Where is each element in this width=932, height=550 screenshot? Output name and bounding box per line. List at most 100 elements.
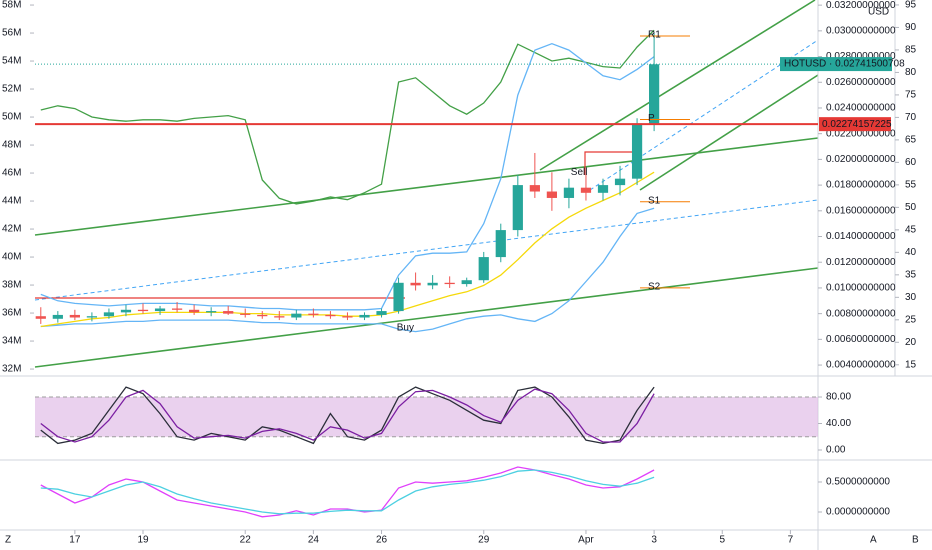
candle-body: [529, 185, 540, 192]
candle-body: [325, 314, 336, 317]
tick-label: 36M: [2, 308, 21, 319]
tick-label: 90: [905, 22, 917, 33]
trendline: [639, 74, 819, 191]
tick-label: 0.5000000000: [826, 477, 890, 488]
tick-label: 0.01200000000: [826, 257, 896, 268]
tick-label: 0.03200000000: [826, 0, 896, 11]
candle-body: [120, 309, 132, 313]
candle-body: [376, 311, 387, 315]
candle-body: [410, 282, 421, 286]
series-line: [40, 388, 655, 443]
currency: USD: [868, 7, 889, 18]
tick-label: 0.01600000000: [826, 205, 896, 216]
tick-label: 0.00800000000: [826, 308, 896, 319]
x-tick-label: 24: [308, 535, 320, 546]
tick-label: 65: [905, 135, 917, 146]
tick-label: 34M: [2, 336, 21, 347]
candle-body: [137, 309, 149, 312]
tick-label: 35: [905, 269, 917, 280]
pivot-label: P: [648, 113, 655, 124]
tick-label: 45: [905, 224, 917, 235]
pivot-label: S1: [648, 195, 661, 206]
candle-body: [444, 282, 455, 285]
candle-body: [103, 312, 115, 317]
x-tick-label: 7: [788, 535, 794, 546]
last-price-label: HOTUSD · 0.02741500708: [784, 59, 905, 70]
candle-body: [291, 313, 302, 318]
tick-label: 75: [905, 90, 917, 101]
series-line: [40, 469, 655, 515]
candle-body: [597, 185, 609, 193]
tick-label: 44M: [2, 196, 21, 207]
tick-label: 0.01000000000: [826, 283, 896, 294]
candle-body: [393, 282, 404, 312]
x-tick-label: 3: [651, 535, 657, 546]
tick-label: 30: [905, 292, 917, 303]
pivot-label: R1: [648, 30, 661, 41]
tick-label: 0.01800000000: [826, 180, 896, 191]
tick-label: 48M: [2, 140, 21, 151]
toolbar-button[interactable]: A: [870, 535, 877, 546]
candle-body: [240, 313, 251, 315]
tick-label: 58M: [2, 0, 21, 11]
candle-body: [342, 316, 353, 318]
signal-label: Sell: [571, 167, 588, 178]
tick-label: 55: [905, 180, 917, 191]
tick-label: 0.00600000000: [826, 334, 896, 345]
candle-body: [631, 123, 643, 179]
tick-label: 56M: [2, 28, 21, 39]
series-line: [40, 386, 655, 445]
tick-label: 85: [905, 45, 917, 56]
candle-body: [648, 64, 660, 124]
tick-label: 80.00: [826, 392, 851, 403]
toolbar-button[interactable]: Z: [5, 535, 11, 546]
candle-body: [359, 314, 370, 318]
trendline: [34, 199, 819, 301]
tick-label: 40.00: [826, 418, 851, 429]
x-tick-label: 5: [719, 535, 725, 546]
tick-label: 80: [905, 67, 917, 78]
candle-body: [308, 313, 319, 315]
tick-label: 50: [905, 202, 917, 213]
x-tick-label: 19: [137, 535, 149, 546]
candle-body: [189, 309, 200, 313]
candle-body: [52, 314, 63, 319]
series-line: [40, 29, 655, 205]
tick-label: 0.02200000000: [826, 128, 896, 139]
signal-label: Buy: [397, 322, 414, 333]
candle-body: [512, 185, 523, 231]
candle-body: [274, 316, 285, 318]
price-label: 0.02274157225: [822, 119, 892, 130]
candle-body: [614, 178, 626, 186]
tick-label: 42M: [2, 224, 21, 235]
tick-label: 15: [905, 359, 917, 370]
tick-label: 60: [905, 157, 917, 168]
candle-body: [86, 316, 98, 318]
candle-body: [546, 191, 557, 198]
tick-label: 0.0000000000: [826, 507, 890, 518]
tick-label: 52M: [2, 84, 21, 95]
tick-label: 0.00400000000: [826, 360, 896, 371]
tick-label: 0.00: [826, 445, 846, 456]
candle-body: [223, 311, 234, 314]
trendline: [539, 0, 816, 171]
tick-label: 54M: [2, 56, 21, 67]
candle-body: [257, 314, 268, 317]
candle-body: [461, 280, 472, 285]
pivot-label: S2: [648, 282, 661, 293]
tick-label: 20: [905, 337, 917, 348]
tick-label: 25: [905, 314, 917, 325]
candle-body: [580, 187, 592, 193]
tick-label: 46M: [2, 168, 21, 179]
toolbar-button[interactable]: B: [912, 535, 919, 546]
tick-label: 0.02000000000: [826, 154, 896, 165]
tick-label: 38M: [2, 280, 21, 291]
tick-label: 50M: [2, 112, 21, 123]
tick-label: 0.01400000000: [826, 231, 896, 242]
x-tick-label: Apr: [578, 535, 594, 546]
candle-body: [478, 257, 489, 281]
candle-body: [35, 316, 46, 319]
tick-label: 70: [905, 112, 917, 123]
candle-body: [154, 308, 166, 312]
